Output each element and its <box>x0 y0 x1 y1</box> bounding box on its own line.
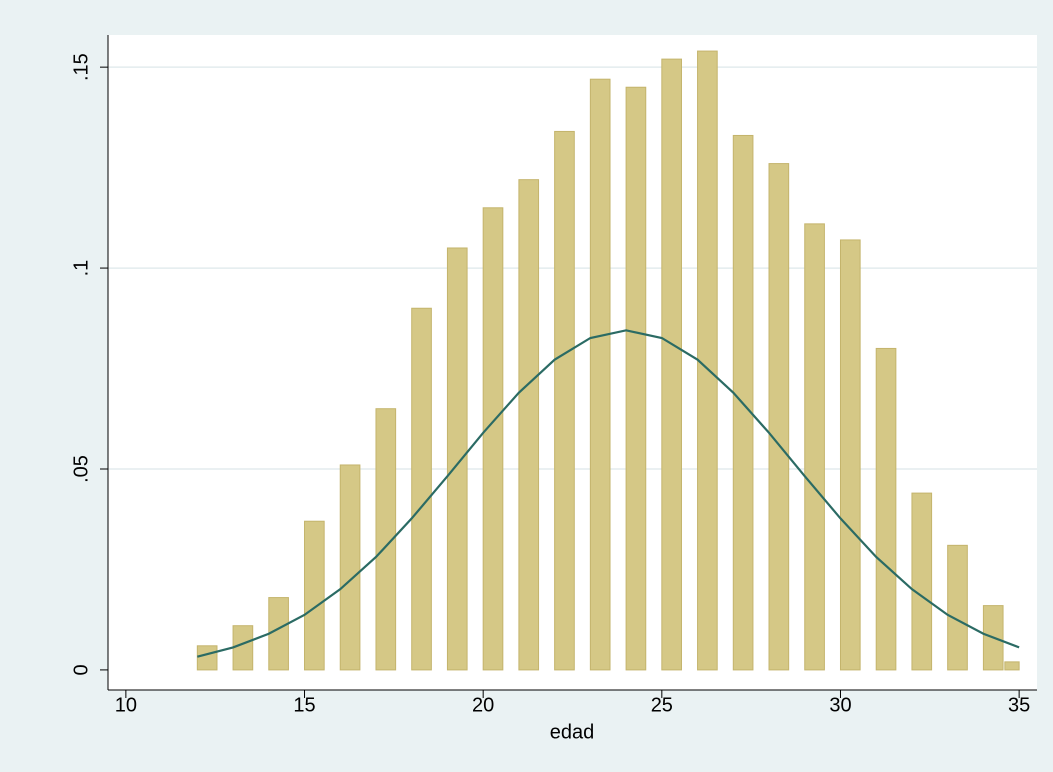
y-tick-label: .15 <box>70 53 92 81</box>
bar <box>804 223 825 671</box>
bar <box>518 179 540 671</box>
bar <box>446 247 468 671</box>
bar <box>911 492 933 671</box>
bar <box>625 86 647 671</box>
x-tick-label: 10 <box>115 694 137 716</box>
bar <box>411 307 432 671</box>
x-tick-label: 30 <box>829 694 851 716</box>
bar <box>268 597 289 671</box>
bar <box>589 78 611 671</box>
bar <box>697 50 718 671</box>
bar <box>1004 661 1020 671</box>
x-axis-label: edad <box>550 721 595 743</box>
x-tick-label: 20 <box>472 694 494 716</box>
bar <box>232 625 254 671</box>
bar <box>768 163 790 671</box>
y-tick-label: .05 <box>70 455 92 483</box>
bar <box>375 408 397 671</box>
y-tick-label: 0 <box>70 664 92 675</box>
bar <box>839 239 861 671</box>
bar <box>554 130 575 671</box>
density-line <box>197 329 1020 658</box>
x-tick-label: 15 <box>293 694 315 716</box>
bar <box>304 520 325 671</box>
x-tick-label: 35 <box>1008 694 1030 716</box>
bar <box>482 207 504 671</box>
y-tick-label: .1 <box>70 260 92 277</box>
bar <box>947 544 968 671</box>
bar <box>339 464 361 671</box>
bar <box>875 347 897 671</box>
bar <box>661 58 682 671</box>
bar <box>196 645 218 671</box>
x-tick-label: 25 <box>651 694 673 716</box>
